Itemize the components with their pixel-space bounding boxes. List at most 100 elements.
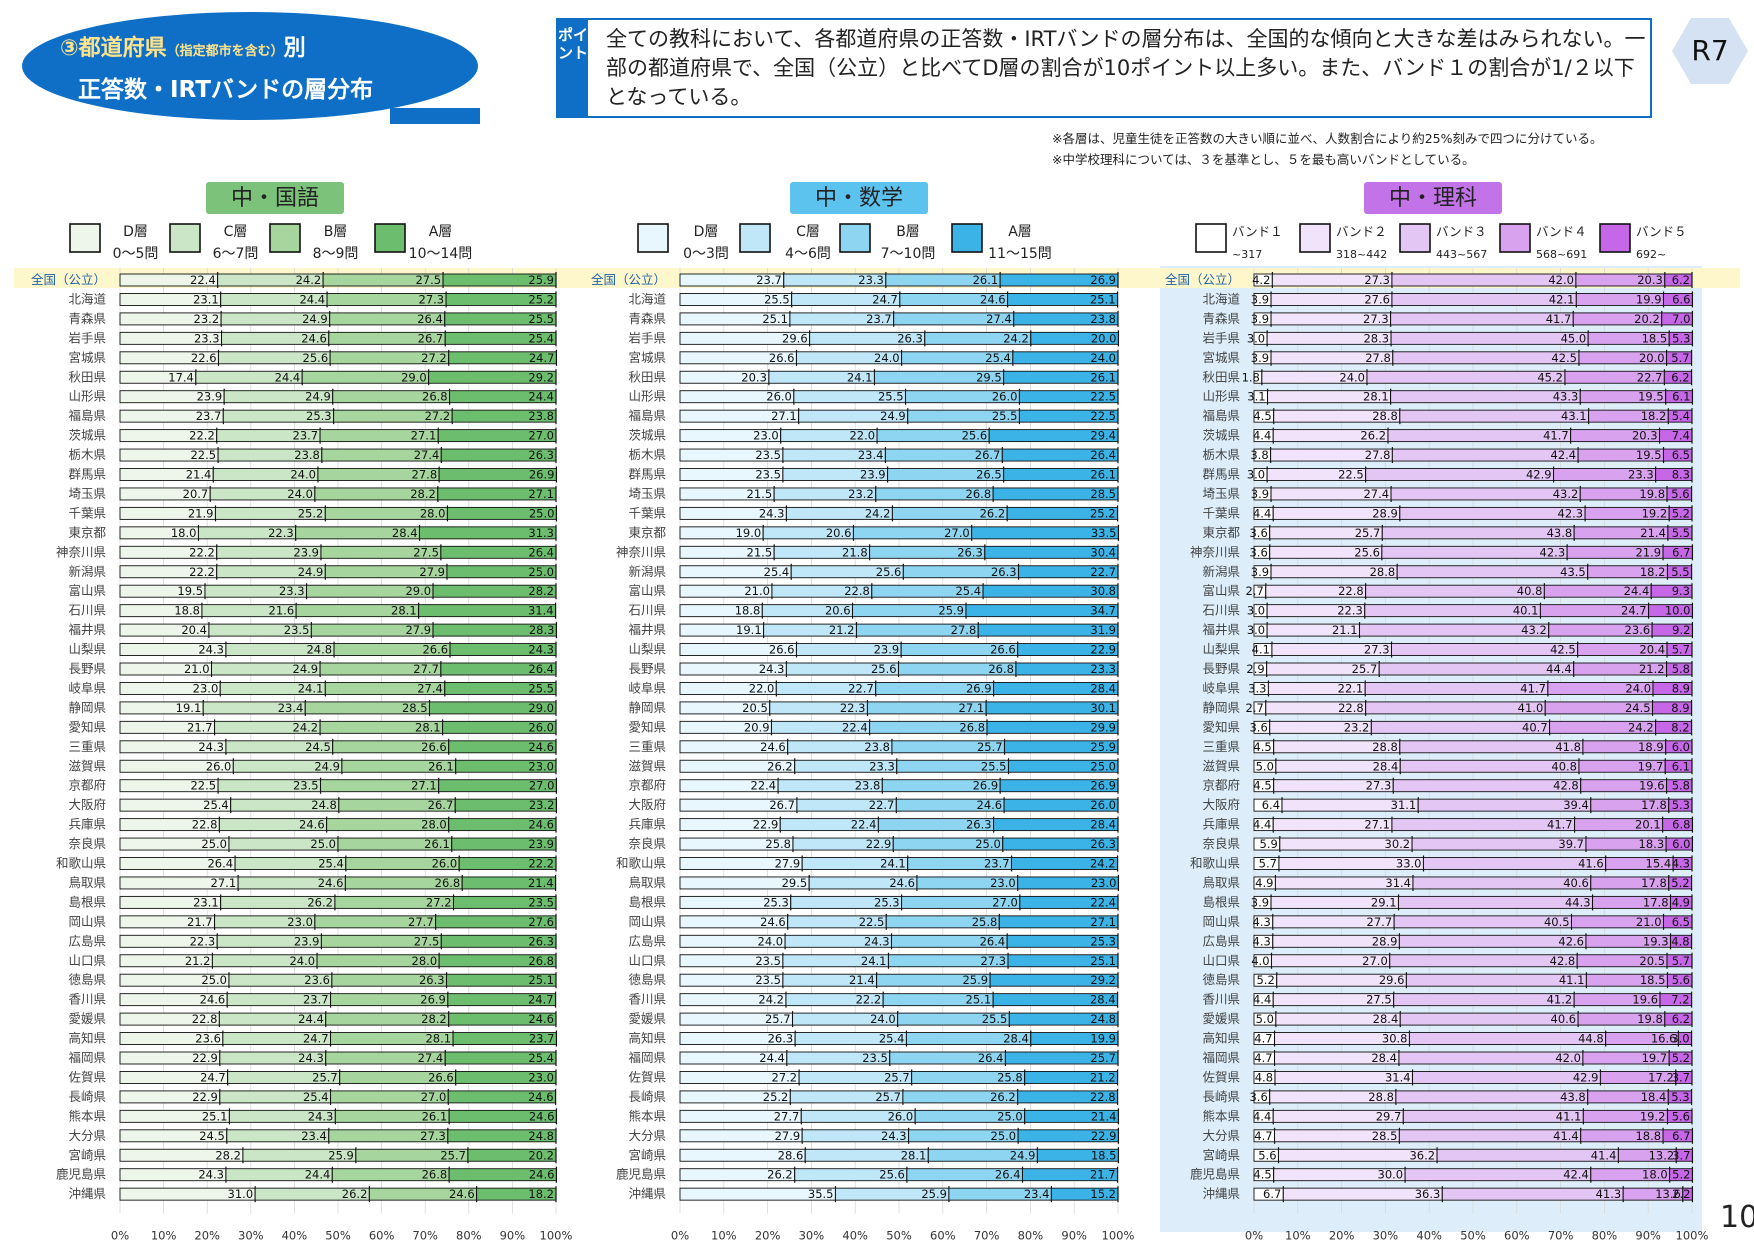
data-label-japanese: 24.8: [528, 1129, 554, 1143]
data-label-science: 5.6: [1672, 1109, 1690, 1123]
data-label-science: 19.9: [1636, 292, 1662, 306]
data-label-math: 26.1: [1090, 370, 1116, 384]
data-label-science: 42.9: [1573, 1070, 1599, 1084]
data-label-japanese: 22.3: [190, 934, 216, 948]
data-label-science: 41.4: [1553, 1129, 1579, 1143]
data-label-math: 20.6: [826, 526, 852, 540]
data-label-science: 28.4: [1373, 1012, 1399, 1026]
data-label-science: 42.4: [1563, 1168, 1589, 1182]
page-number: 10: [1720, 1200, 1754, 1235]
legend-sub-math-3: 7～10問: [881, 246, 936, 262]
data-label-science: 18.5: [1640, 973, 1666, 987]
data-label-japanese: 24.3: [198, 740, 224, 754]
data-label-science: 5.0: [1256, 1012, 1274, 1026]
prefecture-label-math: 東京都: [628, 525, 666, 540]
data-label-science: 18.9: [1638, 740, 1664, 754]
data-label-japanese: 20.2: [528, 1148, 554, 1162]
bar-segment-science: [1378, 662, 1575, 676]
data-label-japanese: 24.9: [302, 312, 328, 326]
data-label-japanese: 27.0: [421, 1090, 447, 1104]
data-label-math: 23.5: [755, 954, 781, 968]
data-label-math: 25.8: [765, 837, 791, 851]
data-label-science: 29.1: [1371, 895, 1397, 909]
data-label-japanese: 24.4: [528, 390, 554, 404]
legend-swatch-science-2: [1299, 223, 1331, 253]
data-label-science: 5.3: [1671, 1090, 1689, 1104]
data-label-science: 3.8: [1250, 448, 1268, 462]
data-label-math: 25.5: [764, 292, 790, 306]
data-label-math: 25.7: [875, 1090, 901, 1104]
data-label-science: 43.3: [1553, 390, 1579, 404]
data-label-math: 21.0: [744, 584, 770, 598]
legend-swatch-japanese-3: [269, 223, 301, 253]
data-label-science: 7.2: [1671, 993, 1689, 1007]
data-label-math: 22.5: [1090, 390, 1116, 404]
prefecture-label-japanese: 大阪府: [68, 797, 106, 812]
data-label-math: 33.5: [1091, 526, 1117, 540]
data-label-japanese: 22.8: [192, 818, 218, 832]
data-label-science: 3.9: [1251, 565, 1269, 579]
x-tick-label-math: 60%: [930, 1229, 956, 1240]
data-label-science: 40.6: [1551, 1012, 1577, 1026]
prefecture-label-japanese: 福島県: [68, 408, 106, 423]
data-label-japanese: 23.6: [195, 1032, 221, 1046]
data-label-japanese: 22.2: [189, 565, 215, 579]
data-label-science: 42.1: [1549, 292, 1575, 306]
data-label-math: 24.2: [865, 506, 891, 520]
data-label-science: 18.3: [1639, 837, 1665, 851]
data-label-science: 5.3: [1672, 798, 1690, 812]
legend-label-japanese-1: D層: [123, 224, 148, 240]
data-label-science: 42.3: [1558, 506, 1584, 520]
prefecture-label-japanese: 奈良県: [68, 836, 106, 851]
data-label-science: 36.2: [1409, 1148, 1435, 1162]
data-label-science: 4.1: [1252, 643, 1270, 657]
data-label-japanese: 26.4: [528, 662, 554, 676]
data-label-math: 22.9: [753, 818, 779, 832]
data-label-math: 25.0: [997, 1109, 1023, 1123]
prefecture-label-science: 兵庫県: [1202, 817, 1240, 832]
data-label-math: 22.7: [848, 681, 874, 695]
data-label-japanese: 26.0: [206, 759, 232, 773]
subject-tag-label-math: 中・数学: [815, 186, 903, 211]
data-label-japanese: 24.3: [198, 1168, 224, 1182]
prefecture-label-math: 岩手県: [628, 330, 666, 345]
data-label-science: 19.2: [1640, 1109, 1666, 1123]
data-label-science: 21.2: [1639, 662, 1665, 676]
data-label-math: 25.9: [938, 604, 964, 618]
data-label-japanese: 23.1: [193, 895, 219, 909]
legend-label-japanese-2: C層: [224, 224, 248, 240]
data-label-science: 3.3: [1248, 681, 1266, 695]
data-label-math: 23.5: [755, 973, 781, 987]
data-label-japanese: 28.0: [421, 818, 447, 832]
data-label-science: 6.0: [1672, 837, 1690, 851]
data-label-science: 5.6: [1672, 973, 1690, 987]
data-label-japanese: 28.2: [528, 584, 554, 598]
data-label-japanese: 28.2: [215, 1148, 241, 1162]
data-label-japanese: 26.7: [428, 798, 454, 812]
data-label-japanese: 27.3: [420, 1129, 446, 1143]
data-label-japanese: 21.4: [186, 468, 212, 482]
data-label-math: 25.8: [972, 915, 998, 929]
data-label-science: 4.4: [1253, 993, 1271, 1007]
data-label-science: 4.7: [1254, 1032, 1272, 1046]
data-label-japanese: 27.2: [425, 409, 451, 423]
data-label-science: 3.1: [1247, 390, 1265, 404]
data-label-math: 24.9: [880, 409, 906, 423]
data-label-math: 27.4: [986, 312, 1012, 326]
data-label-science: 18.2: [1640, 565, 1666, 579]
x-tick-label-science: 30%: [1373, 1229, 1399, 1240]
data-label-math: 26.2: [767, 759, 793, 773]
prefecture-label-math: 広島県: [628, 933, 666, 948]
data-label-science: 41.7: [1520, 681, 1546, 695]
data-label-science: 42.8: [1550, 954, 1576, 968]
prefecture-label-japanese: 兵庫県: [68, 817, 106, 832]
data-label-japanese: 22.5: [190, 779, 216, 793]
data-label-science: 40.7: [1522, 720, 1548, 734]
data-label-japanese: 23.9: [294, 934, 320, 948]
data-label-japanese: 25.5: [528, 312, 554, 326]
data-label-japanese: 24.7: [303, 1032, 329, 1046]
data-label-math: 20.0: [1091, 331, 1117, 345]
prefecture-label-science: 秋田県: [1202, 369, 1240, 384]
data-label-japanese: 27.1: [528, 487, 554, 501]
data-label-japanese: 21.7: [187, 915, 213, 929]
